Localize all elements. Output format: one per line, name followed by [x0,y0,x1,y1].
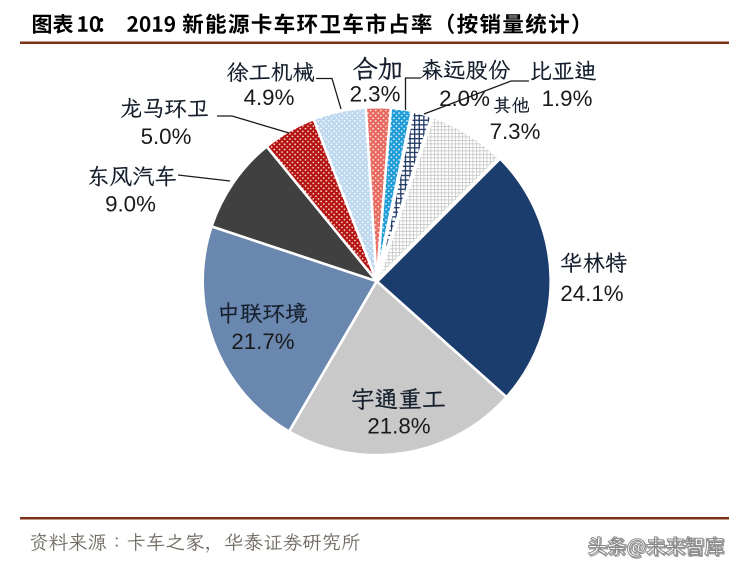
svg-text:24.1%: 24.1% [560,281,623,306]
svg-text:9.0%: 9.0% [105,192,156,217]
svg-text:5.0%: 5.0% [141,124,192,149]
svg-text:1.9%: 1.9% [542,86,593,111]
svg-text:21.7%: 21.7% [231,329,294,354]
svg-text:7.3%: 7.3% [490,119,541,144]
svg-text:2.3%: 2.3% [350,82,401,107]
svg-text:2.0%: 2.0% [439,86,490,111]
svg-text:21.8%: 21.8% [367,414,430,439]
svg-text:4.9%: 4.9% [244,85,295,110]
